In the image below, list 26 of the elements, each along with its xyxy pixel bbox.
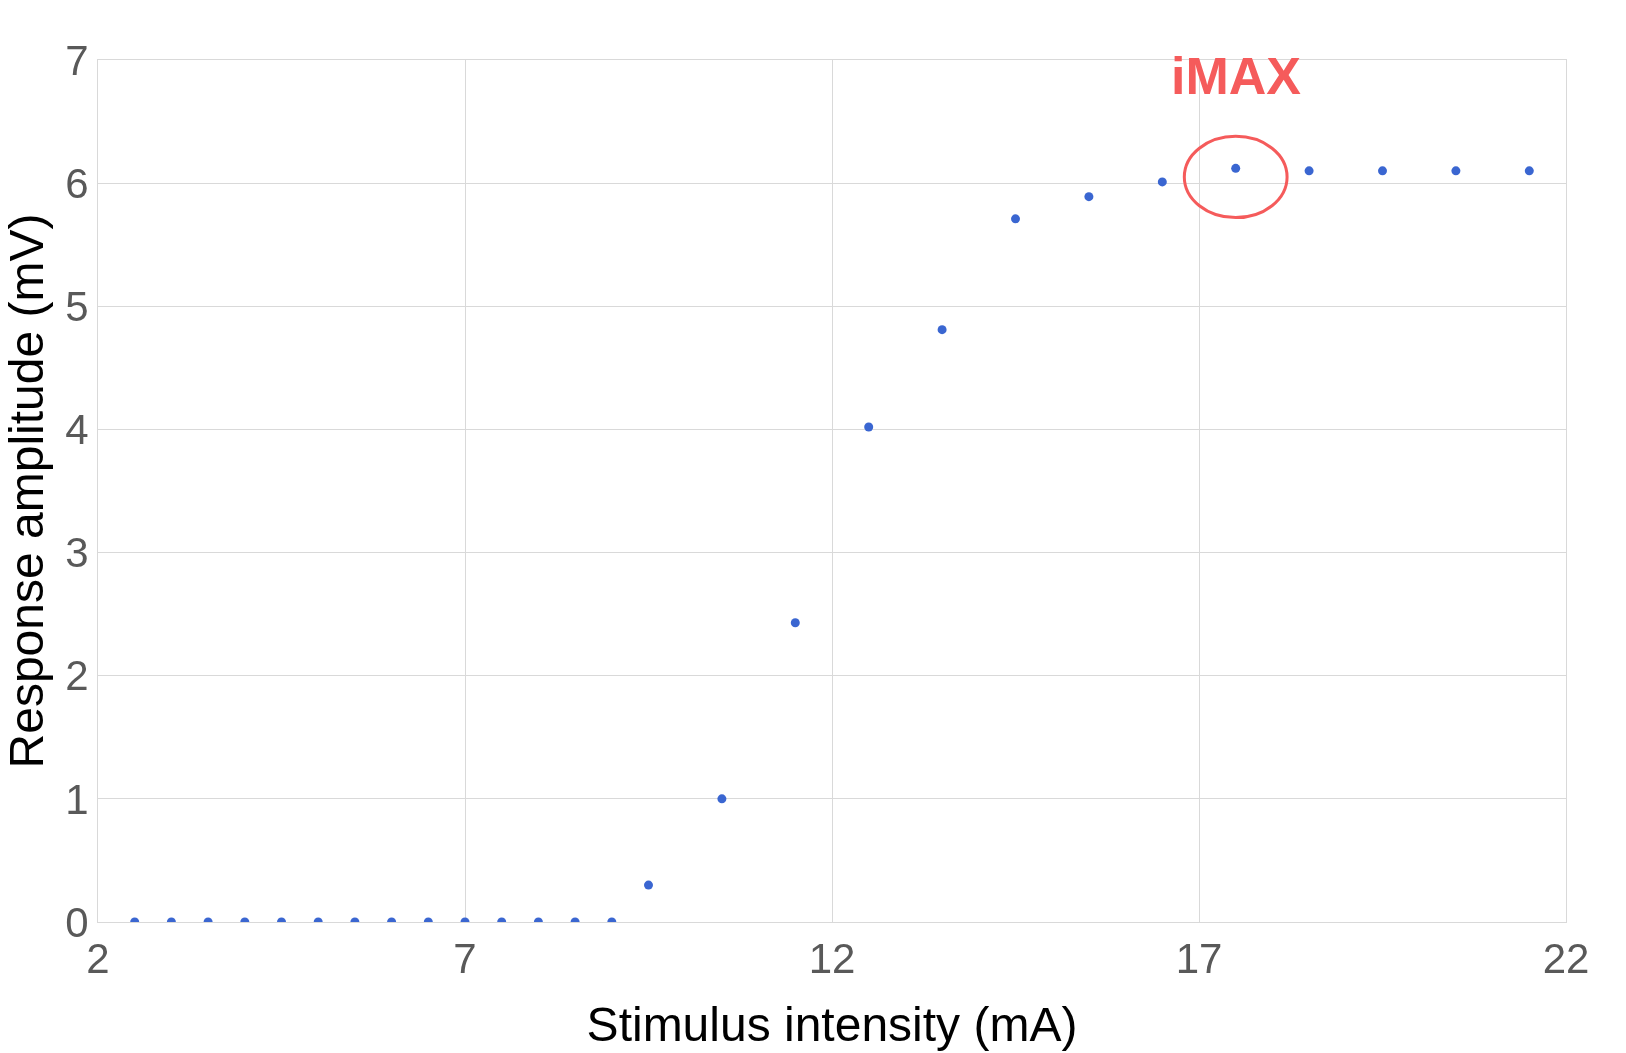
y-tick-label: 3 xyxy=(65,529,89,577)
annotation: iMAX xyxy=(1171,47,1302,105)
y-tick-label: 7 xyxy=(65,36,89,84)
x-tick-label: 12 xyxy=(808,935,856,983)
point xyxy=(1231,163,1241,173)
y-tick-label: 2 xyxy=(65,652,89,700)
y-tick-label: 5 xyxy=(65,282,89,330)
point xyxy=(1157,177,1167,187)
point xyxy=(1011,214,1020,224)
point xyxy=(1524,166,1534,176)
y-tick-label: 4 xyxy=(65,406,89,454)
x-tick-label: 7 xyxy=(453,935,477,983)
point xyxy=(1084,192,1094,202)
x-tick-label: 22 xyxy=(1542,935,1590,983)
point xyxy=(1378,166,1387,176)
y-tick-label: 6 xyxy=(65,159,89,207)
y-tick-label: 1 xyxy=(65,775,89,823)
x-axis-title: Stimulus intensity (mA) xyxy=(586,997,1078,1051)
y-axis-title: Response amplitude (mV) xyxy=(0,213,53,769)
point xyxy=(864,422,874,432)
point xyxy=(1451,166,1461,176)
point xyxy=(937,325,947,335)
point xyxy=(790,618,800,628)
y-tick-label: 0 xyxy=(65,898,89,946)
x-tick-label: 17 xyxy=(1175,935,1223,983)
point xyxy=(1304,166,1314,176)
